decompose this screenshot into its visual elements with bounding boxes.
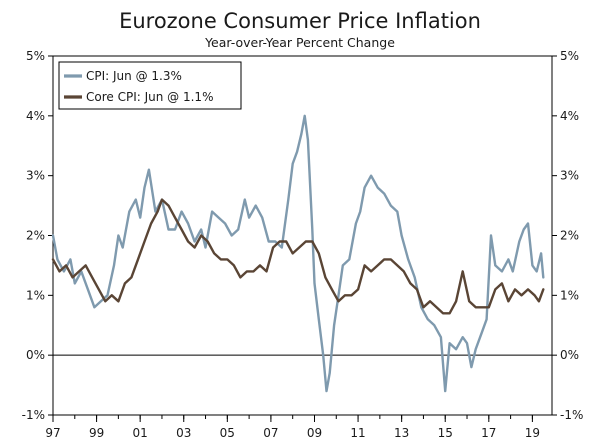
y-tick-label-left: -1% — [22, 408, 45, 422]
chart-axes: -1% -1% 0% 0% 1% 1% 2% 2% 3% 3% 4% 4% 5% 5% 97 99 01 03 05… — [22, 49, 584, 440]
core-cpi-series-line — [51, 198, 545, 315]
y-tick-label-right: -1% — [560, 408, 583, 422]
legend: CPI: Jun @ 1.3% Core CPI: Jun @ 1.1% — [58, 61, 242, 110]
y-tick-label-left: 1% — [26, 288, 45, 302]
y-tick-label-left: 4% — [26, 109, 45, 123]
chart-subtitle: Year-over-Year Percent Change — [204, 35, 395, 50]
y-tick-label-left: 0% — [26, 348, 45, 362]
cpi-series-line — [51, 114, 545, 393]
y-tick-label-right: 3% — [560, 169, 579, 183]
x-tick-label: 05 — [220, 426, 235, 440]
y-tick-label-right: 0% — [560, 348, 579, 362]
plot-frame — [52, 55, 553, 416]
y-tick-label-left: 3% — [26, 169, 45, 183]
y-tick-label-right: 2% — [560, 229, 579, 243]
y-tick-label-left: 5% — [26, 49, 45, 63]
x-tick-label: 19 — [525, 426, 540, 440]
x-tick-label: 01 — [133, 426, 148, 440]
x-tick-label: 15 — [438, 426, 453, 440]
legend-label: Core CPI: Jun @ 1.1% — [86, 90, 213, 104]
y-tick-label-right: 5% — [560, 49, 579, 63]
y-tick-label-right: 4% — [560, 109, 579, 123]
x-tick-label: 97 — [45, 426, 60, 440]
legend-label: CPI: Jun @ 1.3% — [86, 69, 182, 83]
x-tick-label: 11 — [350, 426, 365, 440]
x-tick-label: 13 — [394, 426, 409, 440]
y-tick-label-left: 2% — [26, 229, 45, 243]
x-tick-label: 03 — [176, 426, 191, 440]
x-tick-label: 99 — [89, 426, 104, 440]
x-tick-label: 09 — [307, 426, 322, 440]
series-layer — [51, 114, 545, 393]
legend-box — [58, 61, 242, 110]
chart-title: Eurozone Consumer Price Inflation — [119, 9, 481, 33]
x-tick-label: 07 — [263, 426, 278, 440]
y-tick-label-right: 1% — [560, 288, 579, 302]
x-tick-label: 17 — [481, 426, 496, 440]
